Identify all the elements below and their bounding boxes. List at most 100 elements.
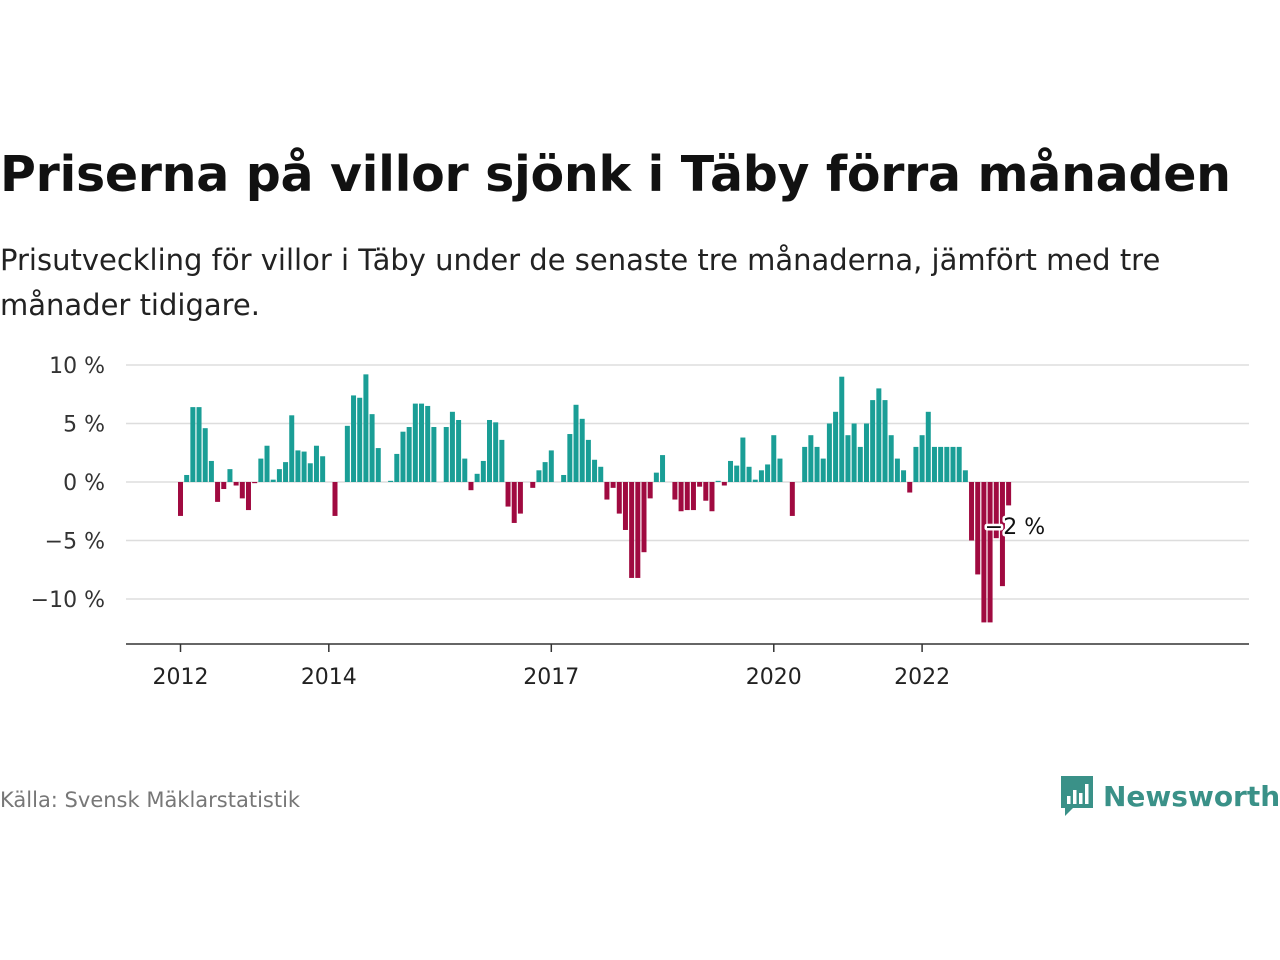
bar	[808, 435, 814, 482]
bar	[598, 466, 604, 482]
bar	[561, 474, 567, 482]
bar	[969, 482, 975, 541]
bar	[950, 446, 956, 482]
bar	[573, 404, 579, 482]
bar	[431, 427, 437, 482]
bar	[901, 470, 907, 482]
bar	[357, 397, 363, 482]
bar	[944, 446, 950, 482]
bar	[579, 418, 585, 482]
bar	[863, 423, 869, 482]
bar	[400, 431, 406, 482]
y-tick-label: 10 %	[49, 354, 105, 379]
bar	[487, 419, 492, 482]
bar	[511, 482, 517, 523]
bar	[777, 458, 783, 482]
bar	[208, 460, 214, 482]
bar	[919, 435, 925, 482]
bar	[320, 456, 326, 482]
bar	[542, 462, 548, 482]
bar	[771, 435, 777, 482]
bar	[610, 482, 616, 488]
x-tick-label: 2017	[523, 665, 579, 690]
brand-logo[interactable]: Newsworthy	[1059, 774, 1280, 818]
bar	[635, 482, 641, 578]
bar	[283, 462, 289, 482]
bar	[999, 482, 1005, 587]
bar	[833, 411, 839, 482]
chart-title: Priserna på villor sjönk i Täby förra må…	[0, 146, 1231, 203]
bar	[956, 446, 962, 482]
bar	[184, 474, 190, 482]
bar	[419, 403, 425, 482]
bar	[233, 482, 239, 486]
bar	[721, 482, 727, 486]
bar	[758, 470, 764, 482]
bar	[703, 482, 709, 501]
bar	[505, 482, 511, 507]
bar	[301, 451, 307, 482]
bar-chart: 10 % 5 % 0 % −5 % −10 % 2012 2014 2017 2020 2022…	[31, 354, 1249, 690]
bar	[592, 459, 598, 482]
x-tick-label: 2022	[894, 665, 950, 690]
bar	[351, 395, 357, 482]
y-axis-ticks: 10 % 5 % 0 % −5 % −10 %	[31, 354, 105, 613]
bar	[480, 460, 486, 482]
bar	[449, 411, 455, 482]
bar	[690, 482, 696, 511]
bar	[363, 374, 369, 482]
bar	[344, 425, 350, 482]
bar	[851, 423, 857, 482]
bar	[388, 480, 394, 482]
bar	[734, 465, 740, 482]
bar	[672, 482, 678, 500]
bar	[888, 435, 894, 482]
bar	[684, 482, 690, 511]
bar	[313, 445, 319, 482]
x-tick-label: 2020	[746, 665, 802, 690]
bar	[295, 450, 301, 482]
bar	[369, 414, 375, 482]
bar	[425, 405, 431, 482]
bar	[907, 482, 913, 493]
bar	[765, 464, 771, 482]
bar	[517, 482, 523, 514]
bar	[629, 482, 635, 578]
bar	[975, 482, 981, 575]
bar	[252, 482, 258, 484]
bar	[981, 482, 987, 623]
bar	[548, 450, 554, 482]
bar	[499, 439, 505, 482]
bar	[493, 422, 499, 482]
bar	[307, 463, 313, 482]
bar	[746, 466, 752, 482]
bar	[239, 482, 245, 499]
bar	[406, 427, 412, 482]
bar	[270, 479, 276, 482]
bar	[925, 411, 931, 482]
bar	[845, 435, 851, 482]
bar	[443, 427, 449, 482]
bar	[647, 482, 653, 499]
brand-name: Newsworthy	[1103, 779, 1280, 813]
bar	[258, 458, 264, 482]
bar	[567, 434, 573, 482]
bar	[276, 469, 282, 482]
bar	[221, 482, 227, 490]
source-note: Källa: Svensk Mäklarstatistik	[0, 788, 301, 812]
bar	[412, 403, 418, 482]
bar	[202, 428, 208, 482]
bar	[814, 446, 820, 482]
bar	[709, 482, 715, 512]
annotation: −2 %	[982, 513, 1047, 543]
x-tick-label: 2012	[153, 665, 209, 690]
bar	[789, 482, 795, 516]
last-value-label: −2 %	[985, 515, 1045, 540]
bar	[245, 482, 251, 511]
bar	[660, 455, 666, 482]
bar	[839, 376, 845, 482]
bar	[826, 423, 832, 482]
x-axis-ticks: 2012 2014 2017 2020 2022	[153, 644, 950, 690]
bar	[375, 448, 381, 482]
bar	[456, 419, 462, 482]
